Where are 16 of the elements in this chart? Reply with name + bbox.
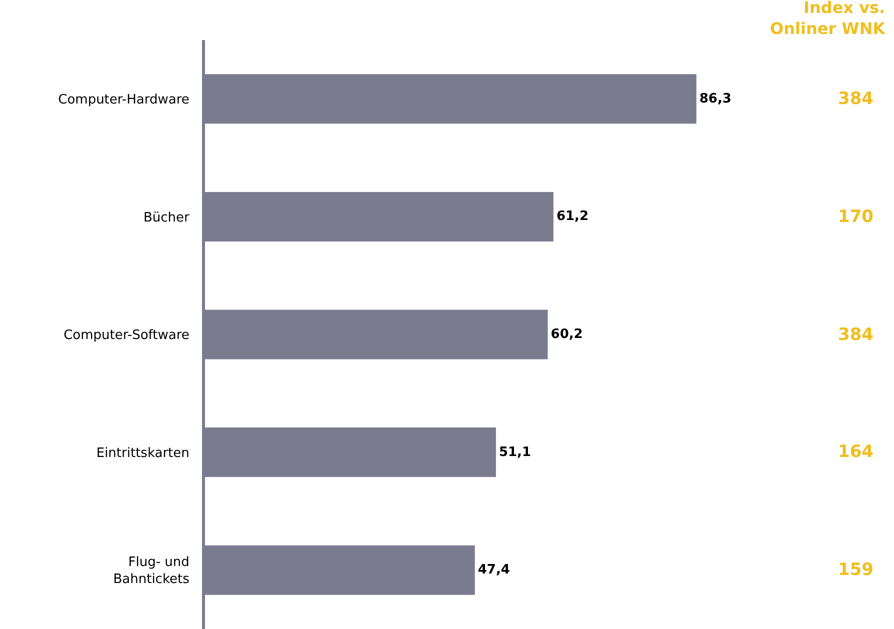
data-label: 47,4 (478, 562, 510, 578)
text: 170 (838, 207, 874, 227)
y-tick-label: Computer-Hardware (58, 92, 190, 108)
text: 164 (838, 442, 874, 462)
data-label: 51,1 (498, 444, 532, 460)
text: Index vs. Onliner WNK (770, 0, 886, 38)
y-tick-label: Bücher (144, 210, 190, 226)
data-label: 86,3 (699, 91, 732, 106)
text: 159 (838, 560, 874, 580)
data-label: 60,2 (550, 327, 583, 342)
text: 384 (838, 89, 874, 109)
y-tick-label: Flug- und Bahntickets (113, 555, 190, 588)
text: 384 (838, 325, 874, 345)
y-tick-label: Eintrittskarten (96, 446, 190, 461)
data-label: 61,2 (556, 209, 589, 224)
y-tick-label: Computer-Software (64, 328, 190, 344)
